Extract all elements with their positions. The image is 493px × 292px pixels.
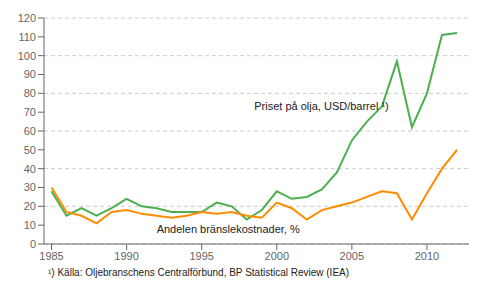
svg-text:1985: 1985 xyxy=(39,250,63,262)
html-text:¹) Källa: Oljebranschens Centr: ¹) Källa: Oljebranschens Centralförbund,… xyxy=(48,267,350,278)
svg-text:120: 120 xyxy=(18,12,36,24)
svg-text:60: 60 xyxy=(24,125,36,137)
svg-text:2005: 2005 xyxy=(340,250,364,262)
svg-text:20: 20 xyxy=(24,200,36,212)
svg-text:2010: 2010 xyxy=(415,250,439,262)
svg-text:90: 90 xyxy=(24,68,36,80)
svg-text:10: 10 xyxy=(24,219,36,231)
svg-text:40: 40 xyxy=(24,163,36,175)
svg-text:Priset på olja, USD/barrel ¹): Priset på olja, USD/barrel ¹) xyxy=(254,100,389,112)
svg-text:2000: 2000 xyxy=(265,250,289,262)
svg-text:110: 110 xyxy=(18,31,36,43)
svg-text:0: 0 xyxy=(30,238,36,250)
svg-text:Andelen bränslekostnader, %: Andelen bränslekostnader, % xyxy=(157,223,300,235)
svg-text:30: 30 xyxy=(24,181,36,193)
svg-text:1990: 1990 xyxy=(114,250,138,262)
svg-text:70: 70 xyxy=(24,106,36,118)
svg-text:50: 50 xyxy=(24,144,36,156)
svg-text:80: 80 xyxy=(24,87,36,99)
svg-text:1995: 1995 xyxy=(189,250,213,262)
svg-text:100: 100 xyxy=(18,50,36,62)
